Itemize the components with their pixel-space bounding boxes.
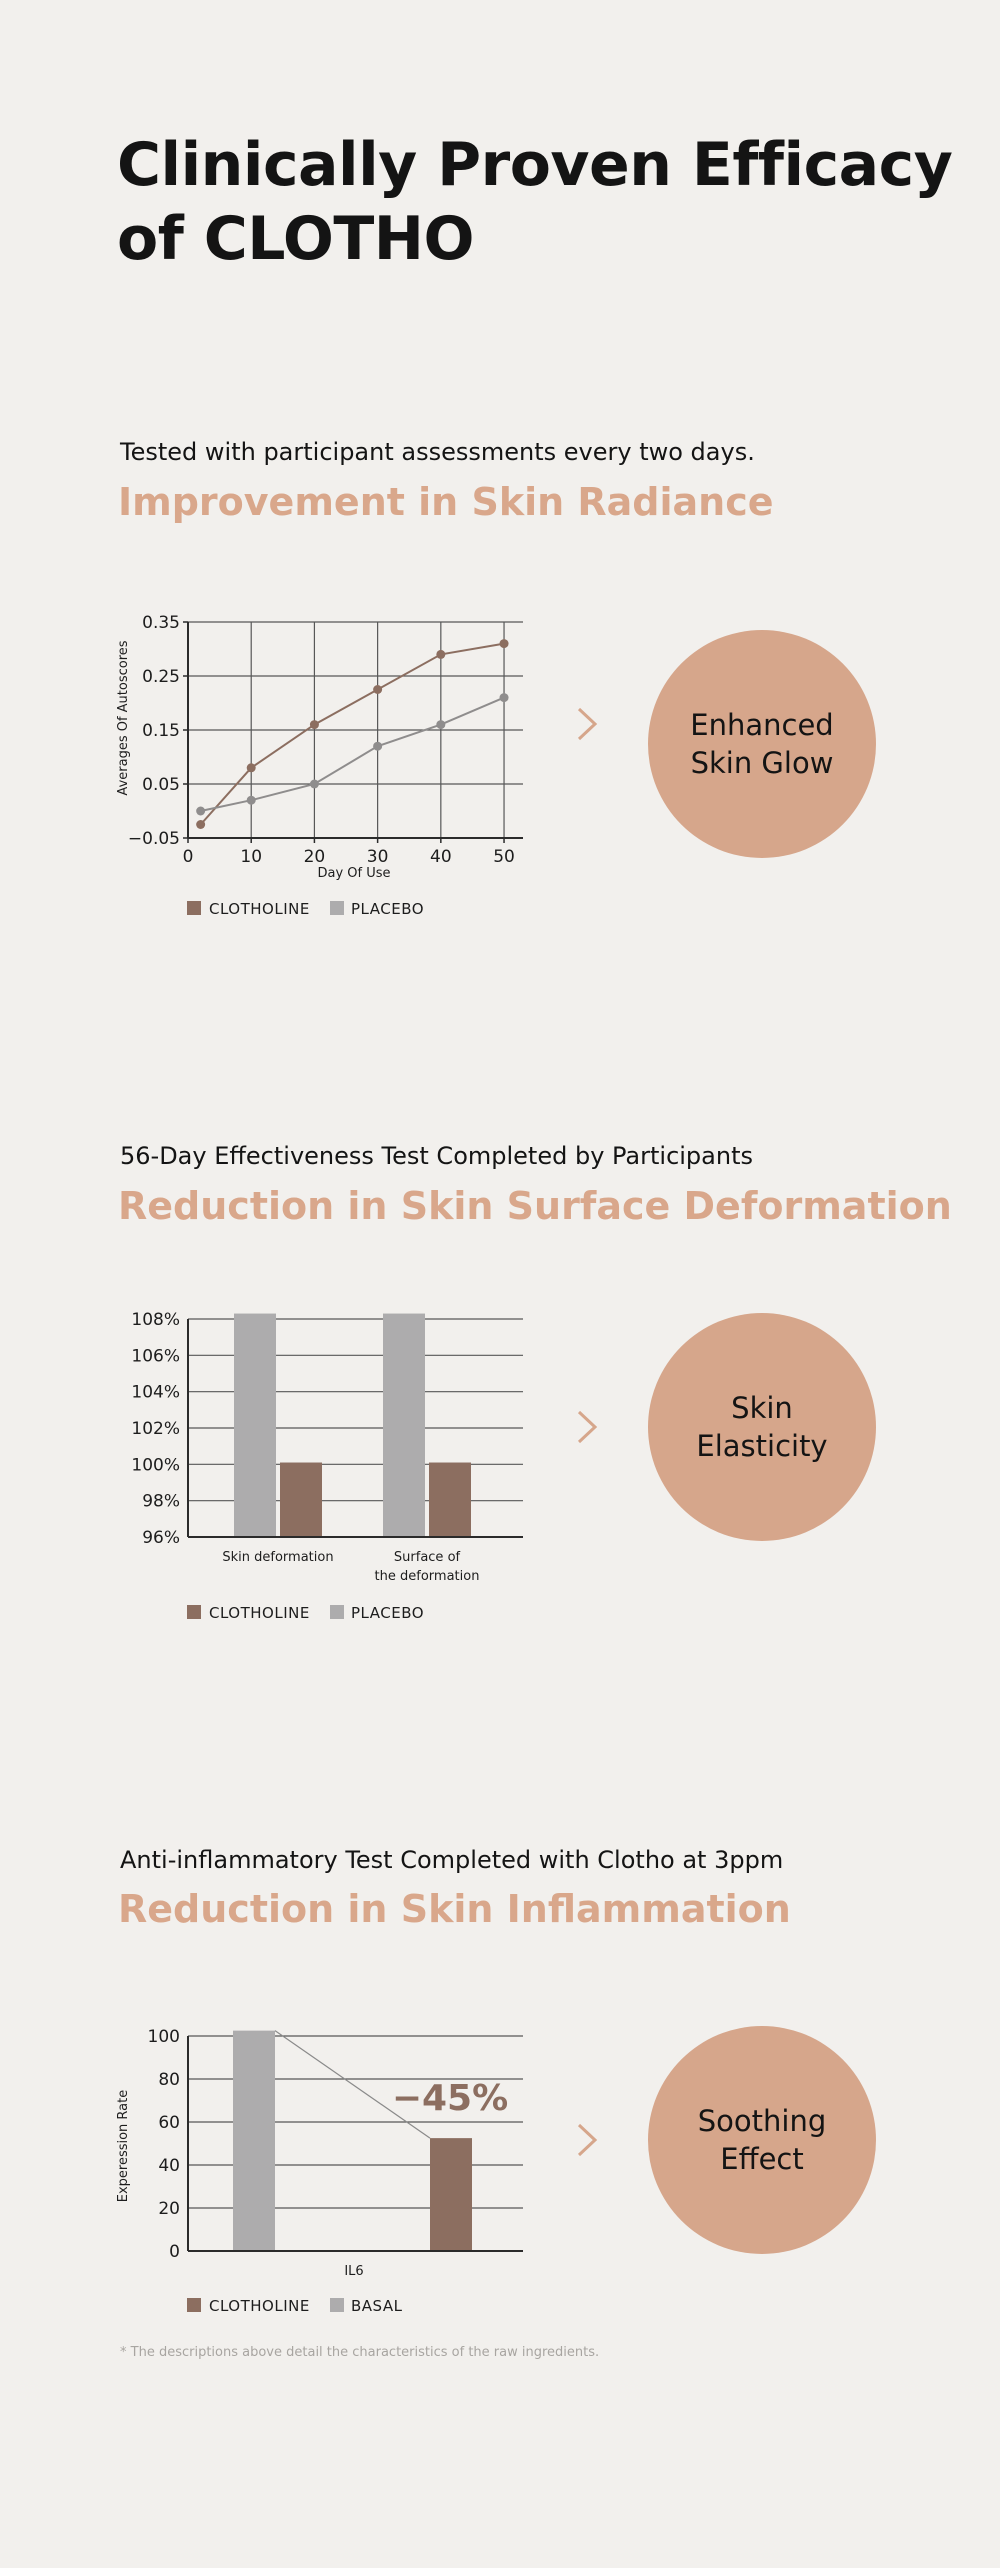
legend-label-clotholine: CLOTHOLINE [209,900,310,918]
result-text: Enhanced Skin Glow [690,708,834,780]
section2-heading: Reduction in Skin Surface Deformation [118,1184,952,1228]
bar-placebo-2 [383,1313,425,1537]
result-badge-elasticity: Skin Elasticity [648,1313,876,1541]
y-tick-label: 0.35 [142,613,180,633]
x-tick-label: 20 [304,847,326,867]
page-title-line2: of CLOTHO [117,204,475,274]
x-tick-label: 10 [240,847,262,867]
x-category-label: IL6 [344,2264,363,2279]
legend-label-clotholine: CLOTHOLINE [209,2297,310,2315]
y-tick-label: 106% [131,1346,180,1366]
deformation-bar-chart: CLOTHOLINE PLACEBO 96% 98% 100% 102% 104% 106… [131,1310,523,1622]
y-tick-label: 96% [142,1528,180,1548]
result-text: Soothing Effect [697,2104,827,2176]
y-tick-label: 108% [131,1310,180,1330]
bar-basal [233,2030,275,2251]
x-category-label: Skin deformation [222,1550,333,1565]
y-tick-label: 80 [158,2070,180,2090]
legend-label-placebo: PLACEBO [351,1604,424,1622]
result-text: Skin Elasticity [696,1391,828,1463]
y-tick-label: 60 [158,2113,180,2133]
result-badge-glow: Enhanced Skin Glow [648,630,876,858]
series-line-placebo [200,696,505,812]
x-tick-label: 30 [367,847,389,867]
y-tick-label: 20 [158,2199,180,2219]
page-title-line1: Clinically Proven Efficacy [117,130,953,200]
y-tick-label: 102% [131,1419,180,1439]
legend-swatch-clotholine [187,2298,201,2312]
result-badge-soothing: Soothing Effect [648,2026,876,2254]
data-point-clotholine [499,639,509,649]
data-point-clotholine [246,763,256,773]
y-tick-label: 104% [131,1383,180,1403]
bar-clotholine-2 [429,1462,471,1537]
data-point-clotholine [309,720,319,730]
section1-heading: Improvement in Skin Radiance [118,480,774,524]
section3-subtitle: Anti-inflammatory Test Completed with Cl… [120,1846,784,1874]
bar-clotholine [430,2138,472,2251]
legend-label-placebo: PLACEBO [351,900,424,918]
chevron-right-icon [577,2123,598,2157]
section2-subtitle: 56-Day Effectiveness Test Completed by P… [120,1142,753,1170]
bar-clotholine-1 [280,1462,322,1537]
data-point-placebo [246,795,256,805]
data-point-clotholine [196,820,206,829]
legend-swatch-placebo [330,1605,344,1619]
legend-label-clotholine: CLOTHOLINE [209,1604,310,1622]
x-category-label: Surface of [394,1550,461,1565]
reduction-annotation: −45% [392,2078,508,2119]
y-tick-label: 100% [131,1455,180,1475]
series-line-clotholine [199,642,505,826]
legend-swatch-clotholine [187,901,201,915]
y-tick-label: 0.15 [142,721,180,741]
legend-swatch-clotholine [187,1605,201,1619]
radiance-line-chart: Averages Of Autoscores Day Of Use CLOTHO… [116,613,523,918]
y-tick-label: 40 [158,2156,180,2176]
y-tick-label: 0.05 [142,775,180,795]
footnote: * The descriptions above detail the char… [120,2345,600,2360]
trend-connector-line [274,2030,431,2139]
x-axis-label: Day Of Use [317,866,390,881]
y-tick-label: 0.25 [142,667,180,687]
data-point-clotholine [436,649,446,659]
section3-heading: Reduction in Skin Inflammation [118,1887,791,1931]
y-tick-label: 100 [148,2027,180,2047]
data-point-placebo [499,693,509,703]
chevron-right-icon [577,1410,598,1444]
x-tick-label: 0 [183,847,194,867]
legend-label-basal: BASAL [351,2297,403,2315]
bar-placebo-1 [234,1313,276,1537]
data-point-placebo [196,806,206,816]
legend-swatch-basal [330,2298,344,2312]
x-tick-label: 50 [493,847,515,867]
x-category-label: the deformation [375,1569,480,1584]
chevron-right-icon [577,707,598,741]
page-title: Clinically Proven Efficacy of CLOTHO [117,128,953,276]
y-tick-label: 0 [169,2242,180,2262]
data-point-placebo [309,779,319,789]
y-axis-label: Averages Of Autoscores [116,640,131,795]
data-point-placebo [436,720,446,730]
data-point-placebo [373,741,383,751]
data-point-clotholine [373,685,383,694]
y-tick-label: 98% [142,1492,180,1512]
x-tick-label: 40 [430,847,452,867]
inflammation-bar-chart: Experession Rate CLOTHOLINE BASAL 0 20 40 6… [116,2027,523,2315]
legend-swatch-placebo [330,901,344,915]
y-axis-label: Experession Rate [116,2090,131,2203]
y-tick-label: −0.05 [128,829,180,849]
section1-subtitle: Tested with participant assessments ever… [120,438,755,466]
